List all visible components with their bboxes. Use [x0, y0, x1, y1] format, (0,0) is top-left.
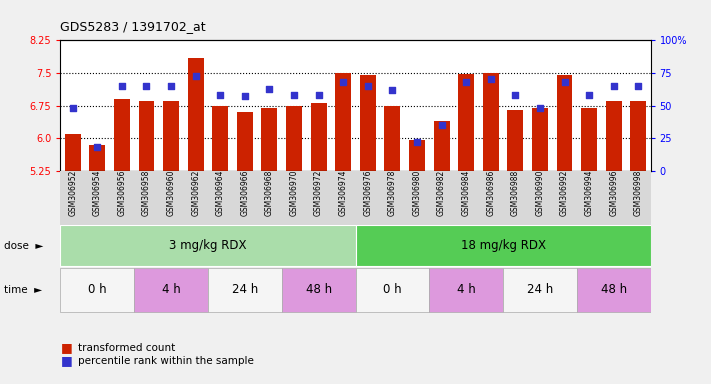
Bar	[385, 106, 400, 171]
Text: ■: ■	[60, 354, 73, 367]
Text: 0 h: 0 h	[88, 283, 107, 296]
Bar	[282, 268, 356, 312]
Point	[313, 92, 324, 98]
Point	[141, 83, 152, 89]
Bar	[286, 106, 302, 171]
Point	[166, 83, 177, 89]
Bar	[208, 268, 282, 312]
Bar	[360, 75, 376, 171]
Bar	[65, 134, 81, 171]
Bar	[134, 268, 208, 312]
Text: 4 h: 4 h	[161, 283, 181, 296]
Text: time  ►: time ►	[4, 285, 42, 295]
Bar	[557, 75, 572, 171]
Bar	[311, 103, 326, 171]
Bar	[90, 145, 105, 171]
Bar	[356, 268, 429, 312]
Point	[190, 73, 201, 79]
Bar	[409, 139, 425, 171]
Text: 3 mg/kg RDX: 3 mg/kg RDX	[169, 239, 247, 252]
Point	[116, 83, 127, 89]
Bar	[483, 73, 498, 171]
Bar	[508, 110, 523, 171]
Bar	[60, 225, 356, 266]
Point	[92, 144, 103, 151]
Text: GDS5283 / 1391702_at: GDS5283 / 1391702_at	[60, 20, 206, 33]
Point	[608, 83, 619, 89]
Point	[264, 86, 275, 92]
Point	[289, 92, 300, 98]
Text: 48 h: 48 h	[601, 283, 626, 296]
Point	[436, 122, 447, 128]
Point	[485, 76, 496, 83]
Bar	[458, 74, 474, 171]
Bar	[237, 112, 253, 171]
Bar	[429, 268, 503, 312]
Text: percentile rank within the sample: percentile rank within the sample	[78, 356, 254, 366]
Bar	[60, 268, 134, 312]
Point	[510, 92, 521, 98]
Point	[411, 139, 422, 145]
Text: 24 h: 24 h	[232, 283, 258, 296]
Point	[239, 93, 250, 99]
Point	[461, 79, 472, 85]
Bar	[262, 108, 277, 171]
Bar	[356, 225, 651, 266]
Bar	[213, 106, 228, 171]
Bar	[114, 99, 130, 171]
Bar	[606, 101, 621, 171]
Text: 0 h: 0 h	[383, 283, 402, 296]
Bar	[188, 58, 203, 171]
Bar	[630, 101, 646, 171]
Text: 48 h: 48 h	[306, 283, 331, 296]
Text: dose  ►: dose ►	[4, 241, 43, 251]
Point	[633, 83, 644, 89]
Point	[534, 105, 545, 111]
Point	[215, 92, 226, 98]
Bar	[163, 101, 179, 171]
Text: ■: ■	[60, 341, 73, 354]
Point	[584, 92, 595, 98]
Text: 4 h: 4 h	[456, 283, 476, 296]
Text: 18 mg/kg RDX: 18 mg/kg RDX	[461, 239, 545, 252]
Point	[338, 79, 349, 85]
Point	[387, 87, 398, 93]
Bar	[503, 268, 577, 312]
Point	[362, 83, 373, 89]
Text: transformed count: transformed count	[78, 343, 176, 353]
Bar	[335, 73, 351, 171]
Bar	[581, 108, 597, 171]
Text: 24 h: 24 h	[527, 283, 553, 296]
Point	[559, 79, 570, 85]
Bar	[434, 121, 449, 171]
Point	[67, 105, 78, 111]
Bar	[139, 101, 154, 171]
Bar	[532, 108, 548, 171]
Bar	[577, 268, 651, 312]
